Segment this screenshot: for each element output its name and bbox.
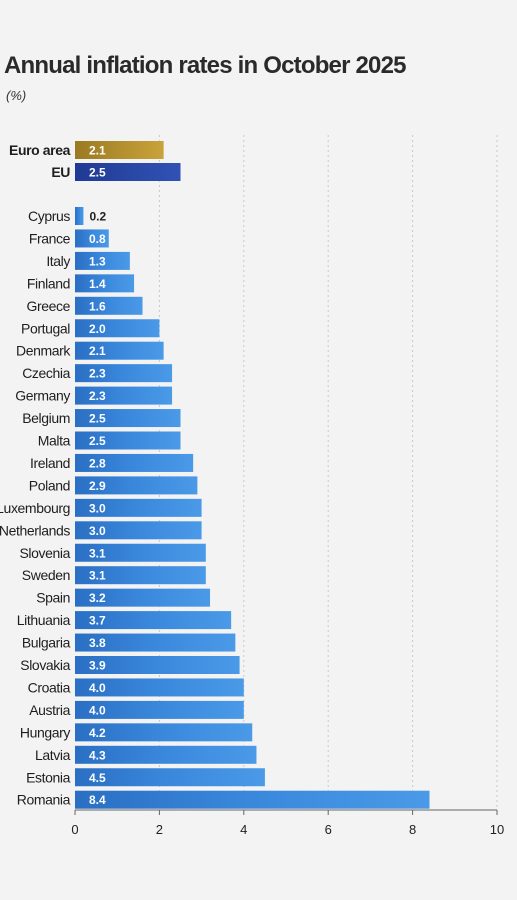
category-label: Sweden: [22, 567, 70, 583]
data-label: 4.0: [89, 681, 106, 695]
data-label: 2.5: [89, 166, 106, 180]
bar-poland: [75, 476, 198, 495]
bar-netherlands: [75, 521, 202, 540]
data-label: 0.8: [89, 232, 106, 246]
data-label: 1.4: [89, 277, 106, 291]
bar-ireland: [75, 453, 194, 472]
bar-belgium: [75, 409, 181, 428]
category-label: Euro area: [9, 142, 71, 158]
bar-czechia: [75, 364, 173, 383]
x-tick-label: 10: [490, 822, 504, 837]
category-label: Bulgaria: [22, 635, 71, 651]
x-tick-label: 8: [409, 822, 416, 837]
bar-latvia: [75, 745, 257, 764]
bar-estonia: [75, 768, 265, 787]
bar-croatia: [75, 678, 244, 697]
category-label: Ireland: [30, 455, 70, 471]
bar-slovenia: [75, 543, 206, 562]
category-label: Austria: [29, 702, 70, 718]
data-label: 2.1: [89, 144, 106, 158]
data-label: 3.1: [89, 569, 106, 583]
category-label: Denmark: [16, 343, 71, 359]
data-label: 1.6: [89, 299, 106, 313]
data-label: 2.8: [89, 456, 106, 470]
bar-romania: [75, 790, 430, 809]
category-label: Portugal: [21, 320, 70, 336]
category-label: Belgium: [22, 410, 70, 426]
bar-sweden: [75, 566, 206, 585]
bar-hungary: [75, 723, 253, 742]
bar-finland: [75, 274, 135, 293]
data-label: 4.0: [89, 703, 106, 717]
bar-malta: [75, 431, 181, 450]
category-label: Czechia: [22, 365, 70, 381]
bar-euro-area: [75, 141, 164, 159]
x-tick-label: 4: [240, 822, 247, 837]
category-label: Germany: [15, 388, 70, 404]
data-label: 4.2: [89, 726, 106, 740]
x-tick-label: 0: [71, 822, 78, 837]
data-label: 2.5: [89, 412, 106, 426]
data-label: 4.5: [89, 771, 106, 785]
data-label: 3.7: [89, 614, 106, 628]
bar-portugal: [75, 319, 160, 338]
x-tick-label: 6: [325, 822, 332, 837]
data-label: 3.0: [89, 501, 106, 515]
x-axis: 0 2 4 6 8 10: [71, 809, 504, 837]
bar-france: [75, 229, 109, 248]
category-label: Italy: [46, 253, 70, 269]
category-label: Slovakia: [20, 657, 70, 673]
chart-subtitle: (%): [6, 88, 27, 103]
category-label: Malta: [38, 433, 71, 449]
data-label: 8.4: [89, 793, 106, 807]
category-label: Poland: [29, 477, 70, 493]
category-label: Spain: [36, 590, 70, 606]
bar-spain: [75, 588, 211, 607]
category-label: Finland: [27, 275, 70, 291]
category-label: Slovenia: [19, 545, 70, 561]
category-label: Hungary: [20, 724, 71, 740]
bar-denmark: [75, 341, 164, 360]
category-label: Cyprus: [28, 208, 70, 224]
bar-cyprus: [75, 207, 84, 225]
category-label: Romania: [17, 792, 71, 808]
bar-italy: [75, 251, 130, 270]
bar-austria: [75, 700, 244, 719]
category-label: Greece: [26, 298, 70, 314]
category-label: Croatia: [28, 679, 71, 695]
data-label: 3.2: [89, 591, 106, 605]
data-label: 2.1: [89, 344, 106, 358]
data-label: 3.1: [89, 546, 106, 560]
bar-luxembourg: [75, 498, 202, 517]
category-label: Luxembourg: [0, 500, 70, 516]
data-label: 3.9: [89, 659, 106, 673]
bars: Euro area 2.1 EU 2.5 Cyprus 0.2 France 0.8 Italy…: [0, 141, 430, 809]
data-label: 2.5: [89, 434, 106, 448]
bar-eu: [75, 163, 181, 181]
data-label: 2.0: [89, 322, 106, 336]
category-label: EU: [51, 164, 70, 180]
data-label: 2.3: [89, 389, 106, 403]
bar-lithuania: [75, 611, 232, 630]
category-label: Latvia: [35, 747, 71, 763]
category-label: Lithuania: [17, 612, 71, 628]
data-label: 3.8: [89, 636, 106, 650]
data-label: 4.3: [89, 748, 106, 762]
bar-germany: [75, 386, 173, 405]
data-label: 0.2: [89, 210, 106, 224]
bar-greece: [75, 296, 143, 315]
category-label: Netherlands: [0, 522, 70, 538]
bar-bulgaria: [75, 633, 236, 652]
category-label: France: [29, 230, 71, 246]
data-label: 2.9: [89, 479, 106, 493]
bar-slovakia: [75, 656, 240, 674]
data-label: 2.3: [89, 367, 106, 381]
data-label: 3.0: [89, 524, 106, 538]
chart-title: Annual inflation rates in October 2025: [4, 52, 407, 79]
category-label: Estonia: [26, 769, 71, 785]
x-tick-label: 2: [156, 822, 163, 837]
data-label: 1.3: [89, 254, 106, 268]
